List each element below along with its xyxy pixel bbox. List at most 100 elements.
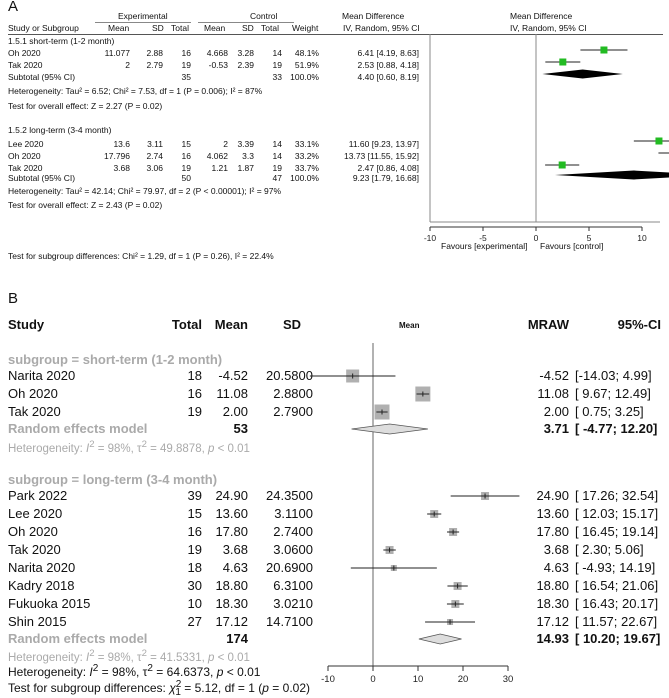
total: 18 [187,560,202,575]
subtotal-diamond [542,69,623,79]
effect-square [481,492,490,500]
subgroup-differences-text: Test for subgroup differences: Chi² = 1.… [8,251,274,261]
study-name: Narita 2020 [8,368,76,383]
study-name: Oh 2020 [8,524,58,539]
col-mean-ctrl: Mean [204,23,226,33]
overall-effect-text: Test for overall effect: Z = 2.43 (P = 0… [8,200,163,210]
header-rule-exp [95,22,191,23]
total: 15 [187,506,202,521]
weight: 51.9% [294,60,319,70]
header-rule-ctrl [198,22,294,23]
effect-square [451,600,460,608]
col-mean: Mean [214,317,248,332]
total: 19 [187,542,202,557]
subgroup-differences-text: Test for subgroup differences: χ21 = 5.1… [8,679,310,698]
sd: 3.1100 [274,506,313,521]
total: 16 [187,386,202,401]
sd-exp: 2.88 [146,48,163,58]
n-ctrl: 14 [272,151,282,161]
het-tail: = 49.8878, [146,442,208,455]
model-label: Random effects model [8,421,148,436]
sd: 3.0600 [273,542,313,557]
study-name: Oh 2020 [8,151,41,161]
favours-experimental: Favours [experimental] [441,241,528,251]
sub-chi: χ [169,681,176,695]
col-sd-ctrl: SD [242,23,254,33]
mean-exp: 17.796 [104,151,130,161]
study-name: Oh 2020 [8,48,41,58]
study-name: Narita 2020 [8,560,76,575]
mean: -4.52 [218,368,248,383]
study-name: Shin 2015 [8,614,67,629]
group-title: 1.5.1 short-term (1-2 month) [8,36,115,46]
mean-ctrl: 4.668 [206,48,228,58]
subtotal-label: Subtotal (95% CI) [8,72,76,82]
header-control: Control [250,11,278,21]
subtotal-n-ctrl: 47 [272,173,282,183]
het-end: < 0.01 [214,651,250,664]
ci: [ 9.67; 12.49] [575,386,651,401]
mean: 13.60 [215,506,248,521]
n-ctrl: 14 [272,139,282,149]
study-name: Tak 2020 [8,163,43,173]
effect-square [430,510,439,518]
col-sd-exp: SD [152,23,164,33]
ci: 11.60 [9.23, 13.97] [348,139,419,149]
ci: [ 16.54; 21.06] [575,578,659,593]
n-exp: 16 [181,151,191,161]
subtotal-n-exp: 50 [181,173,191,183]
col-study: Study or Subgroup [8,23,79,33]
col-mean-exp: Mean [108,23,130,33]
overall-heterogeneity-text: Heterogeneity: I2 = 98%, τ2 = 64.6373, p… [8,663,261,679]
sd-exp: 3.06 [146,163,163,173]
het-rest: = 98%, τ [98,665,148,679]
weight: 48.1% [294,48,319,58]
mraw: 3.68 [543,542,569,557]
effect-square [374,404,390,420]
total: 30 [187,578,202,593]
col-method-right: IV, Random, 95% CI [510,23,587,33]
sd: 3.0210 [273,596,313,611]
study-name: Tak 2020 [8,404,61,419]
mean-exp: 11.077 [104,48,130,58]
study-name: Tak 2020 [8,542,61,557]
mraw: 13.60 [536,506,569,521]
total: 27 [187,614,202,629]
effect-square [600,46,608,54]
n-ctrl: 14 [272,48,282,58]
panel-b-label: B [8,290,19,307]
mraw: 18.30 [536,596,569,611]
col-method: IV, Random, 95% CI [343,23,420,33]
ci: [ 2.30; 5.06] [575,542,644,557]
col-total-exp: Total [171,23,189,33]
het-i: I [89,665,93,679]
effect-square [559,58,567,66]
heterogeneity-text: Heterogeneity: Tau² = 6.52; Chi² = 7.53,… [8,86,263,96]
mraw: -4.52 [539,368,569,383]
subtotal-ci: 9.23 [1.79, 16.68] [352,173,419,183]
mean-exp: 2 [125,60,130,70]
effect-square [390,565,397,571]
het-prefix: Heterogeneity: [8,665,90,679]
het-end: < 0.01 [214,442,250,455]
subtotal-weight: 100.0% [290,72,319,82]
total: 18 [187,368,202,383]
model-label: Random effects model [8,631,148,646]
study-name: Park 2022 [8,488,68,503]
het-rest: = 98%, τ [94,442,142,455]
het-tail: = 64.6373, [152,665,217,679]
subtotal-n-exp: 35 [181,72,191,82]
effect-square [385,546,394,554]
mraw: 2.00 [543,404,569,419]
mean-exp: 3.68 [113,163,130,173]
sd-ctrl: 1.87 [237,163,254,173]
mraw: 18.80 [536,578,569,593]
effect-square [447,619,454,625]
x-tick-label: 10 [413,674,424,685]
heterogeneity-text: Heterogeneity: Tau² = 42.14; Chi² = 79.9… [8,186,282,196]
sub-rest: = 5.12, df = 1 ( [180,681,263,695]
x-tick-label: 5 [587,233,592,243]
x-tick-label: -10 [321,674,335,685]
total: 16 [187,524,202,539]
sd-ctrl: 3.3 [242,151,254,161]
